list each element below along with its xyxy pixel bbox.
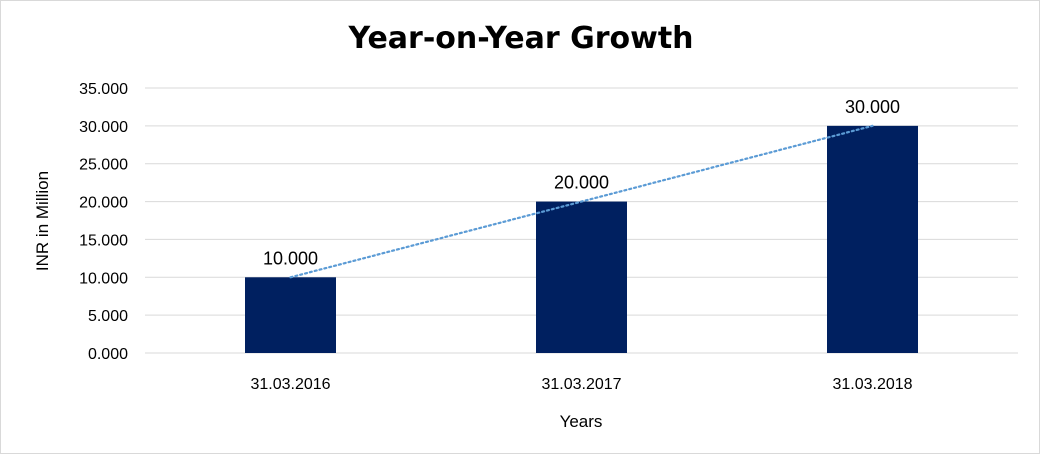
x-axis-title: Years [560, 412, 603, 431]
y-axis-ticks: 0.000 5.000 10.000 15.000 20.000 25.000 30.000… [79, 81, 128, 363]
bar [827, 125, 918, 353]
y-axis-title: INR in Million [33, 171, 52, 271]
bar [245, 277, 336, 353]
x-tick-label: 31.03.2017 [541, 376, 621, 393]
bar [536, 201, 627, 353]
bars [245, 125, 918, 353]
y-tick-label: 35.000 [79, 81, 128, 98]
data-label: 10.000 [263, 248, 318, 268]
x-tick-label: 31.03.2016 [250, 376, 330, 393]
x-axis-ticks: 31.03.2016 31.03.2017 31.03.2018 [250, 376, 912, 393]
data-label: 30.000 [845, 97, 900, 117]
y-tick-label: 20.000 [79, 195, 128, 212]
x-tick-label: 31.03.2018 [832, 376, 912, 393]
trendline-group [289, 124, 874, 279]
trendline [289, 124, 874, 279]
y-tick-label: 25.000 [79, 157, 128, 174]
data-labels: 10.000 20.000 30.000 [263, 97, 900, 268]
chart-title: Year-on-Year Growth [348, 21, 694, 56]
y-tick-label: 15.000 [79, 232, 128, 249]
y-tick-label: 5.000 [88, 308, 128, 325]
y-tick-label: 0.000 [88, 346, 128, 363]
y-tick-label: 10.000 [79, 270, 128, 287]
y-tick-label: 30.000 [79, 119, 128, 136]
data-label: 20.000 [554, 173, 609, 193]
